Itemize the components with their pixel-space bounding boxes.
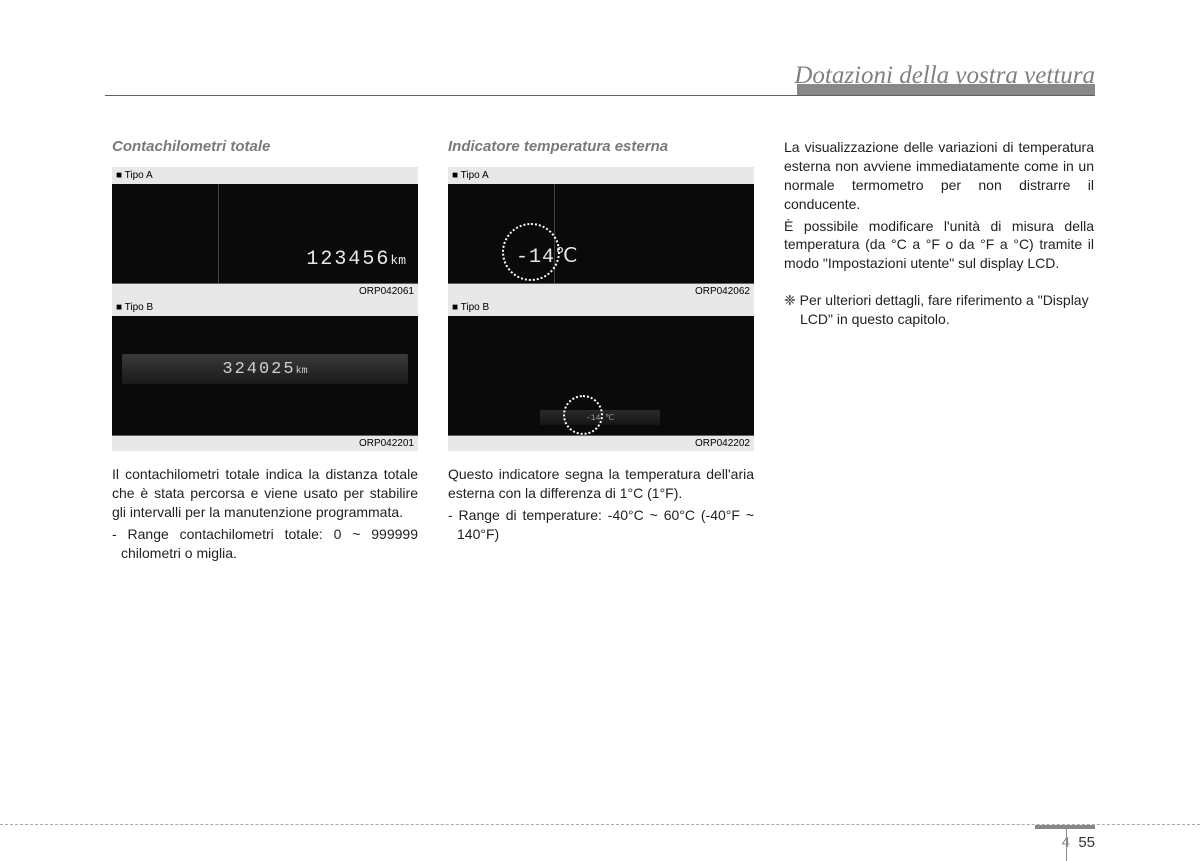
column-notes: La visualizzazione delle variazioni di t… (784, 138, 1094, 565)
temp-range: - Range di temperature: -40°C ~ 60°C (-4… (448, 506, 754, 544)
notes-para1: La visualizzazione delle variazioni di t… (784, 138, 1094, 214)
temp-typeB-label: ■ Tipo B (448, 299, 754, 316)
temp-display-b: -14 ℃ (448, 316, 754, 436)
header-accent-bar (797, 84, 1095, 95)
odometer-band-b: 324025km (122, 354, 408, 384)
odometer-para: Il contachilometri totale indica la dist… (112, 465, 418, 522)
temp-display-a: -14℃ (448, 184, 754, 284)
column-odometer: Contachilometri totale ■ Tipo A 123456km… (112, 138, 418, 565)
crop-mark-line (0, 824, 1200, 825)
notes-reference: ❈ Per ulteriori dettagli, fare riferimen… (784, 291, 1094, 329)
odometer-value-b: 324025km (222, 360, 307, 379)
odometer-typeA-label: ■ Tipo A (112, 167, 418, 184)
temp-code-a: ORP042062 (448, 284, 754, 299)
odometer-code-b: ORP042201 (112, 436, 418, 451)
odometer-value-a: 123456km (306, 248, 406, 271)
odometer-display-b: 324025km (112, 316, 418, 436)
notes-text: La visualizzazione delle variazioni di t… (784, 138, 1094, 273)
temp-code-b: ORP042202 (448, 436, 754, 451)
odometer-typeB-label: ■ Tipo B (112, 299, 418, 316)
content-columns: Contachilometri totale ■ Tipo A 123456km… (112, 138, 1095, 565)
temp-title: Indicatore temperatura esterna (448, 138, 754, 155)
odometer-display-a: 123456km (112, 184, 418, 284)
odometer-range: - Range contachilometri totale: 0 ~ 9999… (112, 525, 418, 563)
display-divider (218, 184, 219, 283)
temp-highlight-circle-b (563, 395, 603, 435)
notes-para2: È possibile modificare l'unità di misura… (784, 217, 1094, 274)
column-temperature: Indicatore temperatura esterna ■ Tipo A … (448, 138, 754, 565)
odometer-code-a: ORP042061 (112, 284, 418, 299)
odometer-figures: ■ Tipo A 123456km ORP042061 ■ Tipo B 324… (112, 167, 418, 451)
temp-text: Questo indicatore segna la temperatura d… (448, 465, 754, 544)
temp-figures: ■ Tipo A -14℃ ORP042062 ■ Tipo B -14 ℃ O… (448, 167, 754, 451)
page-accent-mark (1035, 825, 1095, 829)
page-number: 4 55 (1062, 834, 1095, 851)
temp-typeA-label: ■ Tipo A (448, 167, 754, 184)
odometer-text: Il contachilometri totale indica la dist… (112, 465, 418, 562)
page-chapter: 4 (1062, 834, 1070, 851)
page-num-value: 55 (1078, 834, 1095, 851)
header-rule (105, 95, 1095, 96)
temp-para: Questo indicatore segna la temperatura d… (448, 465, 754, 503)
temp-value-a: -14℃ (516, 243, 578, 269)
odometer-title: Contachilometri totale (112, 138, 418, 155)
